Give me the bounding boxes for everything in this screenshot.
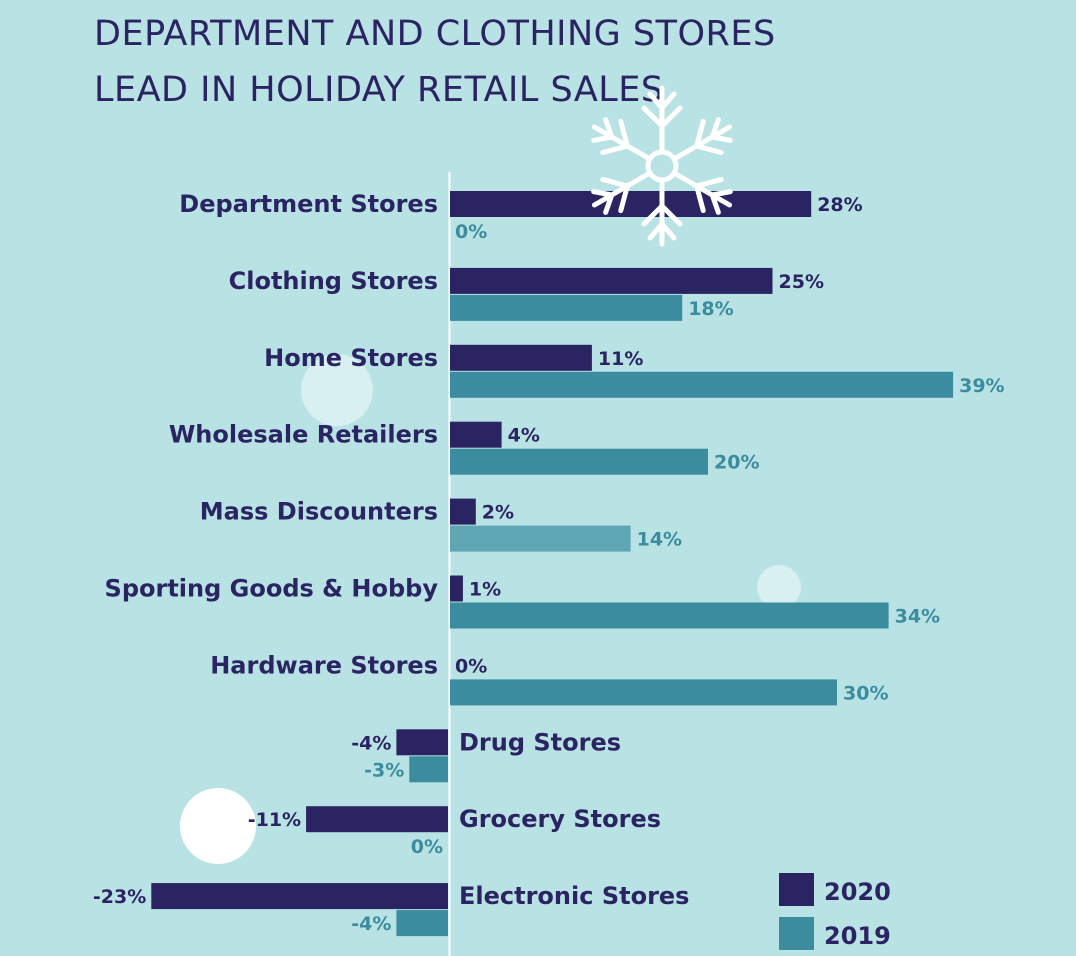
legend-item-2019: 2019 xyxy=(779,917,891,950)
snowflake-arm xyxy=(641,85,683,155)
bar-group: Electronic Stores -23% -4% xyxy=(93,882,689,937)
bar-2020 xyxy=(450,344,592,371)
decorative-circle xyxy=(301,354,373,426)
category-label: Wholesale Retailers xyxy=(169,421,438,449)
bar-2019 xyxy=(450,448,708,475)
legend: 2020 2019 xyxy=(779,873,891,950)
value-label-2019: 30% xyxy=(843,682,888,704)
chart-title-line-1: DEPARTMENT AND CLOTHING STORES xyxy=(94,14,776,54)
bar-group: Department Stores 28% 0% xyxy=(179,190,862,243)
bar-2019 xyxy=(450,294,683,321)
category-label: Drug Stores xyxy=(459,728,621,756)
bar-group: Home Stores 11% 39% xyxy=(264,344,1005,398)
value-label-2019: -3% xyxy=(364,759,404,781)
value-label-2020: -11% xyxy=(248,809,301,831)
legend-item-2020: 2020 xyxy=(779,873,891,906)
bar-group: Hardware Stores 0% 30% xyxy=(210,651,888,706)
value-label-2019: 20% xyxy=(714,452,759,474)
chart-title: DEPARTMENT AND CLOTHING STORES LEAD IN H… xyxy=(94,6,994,118)
category-label: Sporting Goods & Hobby xyxy=(105,575,439,603)
bar-group: Wholesale Retailers 4% 20% xyxy=(169,421,759,475)
legend-swatch xyxy=(779,917,814,950)
value-label-2019: 18% xyxy=(688,298,733,320)
category-label: Electronic Stores xyxy=(459,882,689,910)
value-label-2020: 2% xyxy=(482,502,514,524)
chart-title-line-2: LEAD IN HOLIDAY RETAIL SALES xyxy=(94,70,664,110)
bar-2020 xyxy=(151,883,449,910)
value-label-2019: 0% xyxy=(411,836,443,858)
bars-layer: Department Stores 28% 0% Clothing Stores 25%… xyxy=(93,190,1005,937)
legend-label: 2019 xyxy=(824,922,891,950)
bar-2020 xyxy=(450,267,773,294)
snowflake-arm xyxy=(671,170,733,215)
legend-label: 2020 xyxy=(824,878,891,906)
category-label: Home Stores xyxy=(264,344,438,372)
value-label-2019: 0% xyxy=(455,221,487,243)
category-label: Hardware Stores xyxy=(210,651,438,679)
bar-group: Sporting Goods & Hobby 1% 34% xyxy=(105,575,940,629)
snowflake-arm xyxy=(671,117,733,162)
value-label-2020: 0% xyxy=(455,655,487,677)
decorative-circle xyxy=(180,788,256,864)
decorative-circle xyxy=(757,565,801,609)
value-label-2019: 14% xyxy=(637,529,682,551)
bar-2019 xyxy=(450,371,954,398)
bar-2020 xyxy=(450,575,463,602)
bar-group: Grocery Stores -11% 0% xyxy=(248,805,661,858)
legend-swatch xyxy=(779,873,814,906)
value-label-2020: -23% xyxy=(93,886,146,908)
decorations xyxy=(180,354,801,864)
snowflake-icon xyxy=(591,85,733,247)
category-label: Mass Discounters xyxy=(200,498,438,526)
bar-2019 xyxy=(450,679,837,706)
value-label-2019: 39% xyxy=(959,375,1004,397)
bar-2019 xyxy=(409,756,448,783)
value-label-2020: 4% xyxy=(508,425,540,447)
bar-2019 xyxy=(396,910,448,937)
bar-2019 xyxy=(450,602,889,629)
bar-2020 xyxy=(396,729,448,756)
bar-group: Mass Discounters 2% 14% xyxy=(200,498,682,552)
snowflake-arm xyxy=(591,117,653,162)
bar-2020 xyxy=(306,806,448,833)
value-label-2020: 1% xyxy=(469,579,501,601)
value-label-2019: -4% xyxy=(351,913,391,935)
snowflake-arm xyxy=(641,177,683,247)
category-label: Department Stores xyxy=(179,190,438,218)
bar-group: Drug Stores -4% -3% xyxy=(351,728,621,783)
bar-2020 xyxy=(450,498,476,525)
category-label: Grocery Stores xyxy=(459,805,661,833)
value-label-2020: -4% xyxy=(351,732,391,754)
bar-group: Clothing Stores 25% 18% xyxy=(229,267,824,321)
bar-2020 xyxy=(450,421,502,448)
value-label-2020: 25% xyxy=(779,271,824,293)
bar-2019 xyxy=(450,525,631,552)
snowflake-arm xyxy=(591,170,653,215)
bar-2020 xyxy=(450,191,812,217)
category-label: Clothing Stores xyxy=(229,267,438,295)
value-label-2020: 11% xyxy=(598,348,643,370)
value-label-2019: 34% xyxy=(895,606,940,628)
value-label-2020: 28% xyxy=(817,194,862,216)
